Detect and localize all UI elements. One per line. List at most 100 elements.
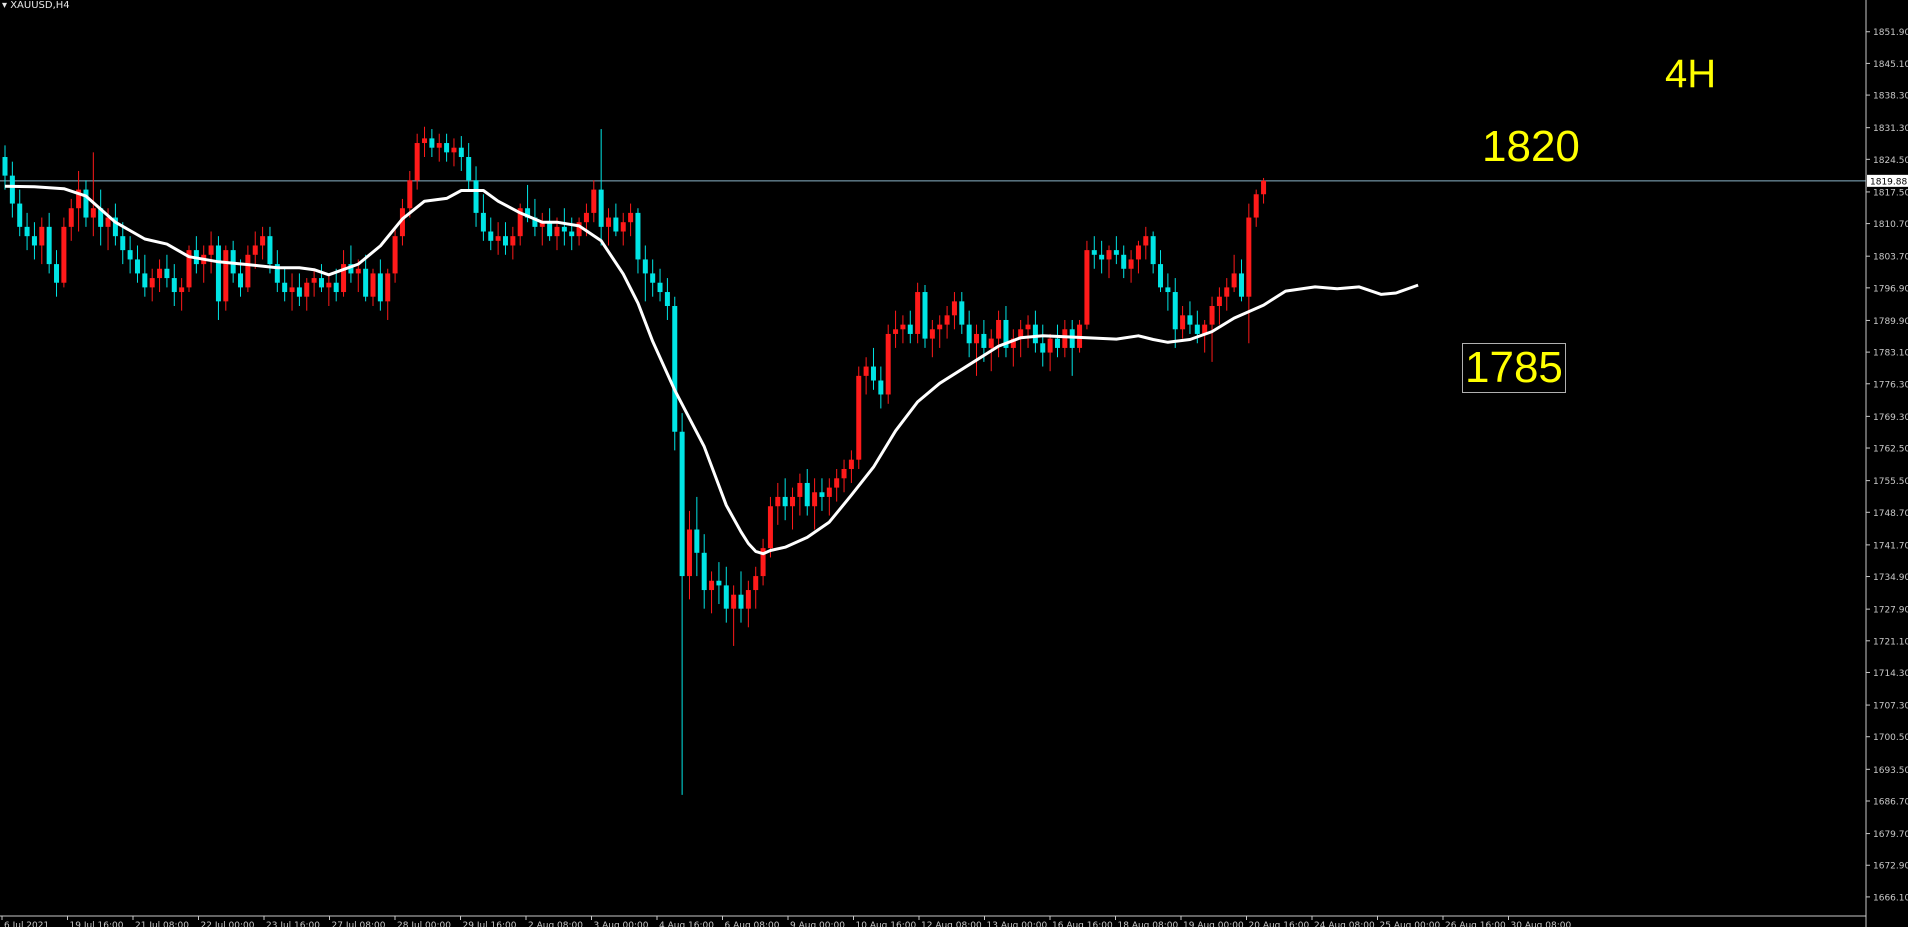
candle-body	[797, 482, 803, 497]
time-tick-label: 28 Jul 00:00	[397, 921, 451, 927]
candle	[819, 478, 825, 511]
price-tick-label: 1686.70	[1873, 797, 1908, 807]
candle-body	[1084, 250, 1090, 325]
candle	[252, 231, 258, 269]
candle-body	[171, 278, 177, 293]
candle-body	[1025, 324, 1031, 330]
candle-body	[414, 143, 420, 181]
candle-body	[112, 217, 118, 237]
candle-body	[583, 212, 589, 223]
time-tick-label: 30 Aug 08:00	[1511, 921, 1572, 927]
current-price-label: 1819.88	[1870, 177, 1907, 187]
candle-body	[120, 236, 126, 251]
candle-body	[1003, 319, 1009, 348]
candle	[1062, 319, 1068, 358]
candle	[304, 278, 310, 311]
candle	[915, 282, 921, 344]
price-tick-label: 1721.10	[1873, 637, 1908, 647]
candle-body	[495, 236, 501, 241]
candle	[451, 138, 457, 167]
candle-body	[598, 189, 604, 227]
candle-body	[569, 231, 575, 237]
candle-body	[951, 301, 957, 316]
candle-body	[186, 250, 192, 288]
price-tick-label: 1762.50	[1873, 445, 1908, 455]
symbol-label[interactable]: ▾ XAUUSD,H4	[2, 0, 70, 11]
candle-body	[863, 366, 869, 376]
candle-body	[591, 189, 597, 213]
candle-body	[9, 175, 15, 204]
candle-body	[878, 380, 884, 395]
candle-body	[841, 468, 847, 479]
candle-body	[296, 287, 302, 297]
moving-average-series	[4, 184, 1419, 556]
candle-body	[355, 268, 361, 274]
candle-body	[1165, 287, 1171, 293]
candle-body	[782, 496, 788, 507]
candle-body	[539, 222, 545, 227]
candle	[422, 126, 428, 158]
moving-average-line	[4, 184, 1419, 556]
time-tick-label: 20 Aug 16:00	[1249, 921, 1310, 927]
candle	[370, 268, 376, 307]
candle-body	[54, 264, 60, 283]
candle-body	[215, 245, 221, 302]
candle-body	[576, 222, 582, 237]
candle	[701, 534, 707, 609]
candle-body	[745, 590, 751, 609]
candle	[458, 136, 464, 171]
candle	[709, 571, 715, 614]
candle-body	[731, 594, 737, 609]
candle-body	[422, 138, 428, 144]
candle	[1231, 254, 1237, 293]
candle	[664, 278, 670, 320]
candle	[502, 222, 508, 255]
time-tick-label: 26 Aug 16:00	[1445, 921, 1506, 927]
candle	[289, 273, 295, 311]
candle-body	[885, 333, 891, 395]
candle	[782, 478, 788, 521]
time-tick-label: 10 Aug 16:00	[856, 921, 917, 927]
price-tick-label: 1700.50	[1873, 733, 1908, 743]
candle-body	[444, 143, 450, 153]
candle	[848, 450, 854, 483]
candle-body	[767, 506, 773, 549]
candle-body	[679, 431, 685, 577]
candle	[223, 245, 229, 311]
candle	[1216, 287, 1222, 325]
candlestick-series	[2, 126, 1267, 795]
candle	[723, 566, 729, 623]
time-axis[interactable]: 6 Jul 2021 19 Jul 16:00 21 Jul 08:00 22 Jul…	[0, 915, 1866, 927]
price-tick-label: 1824.50	[1873, 156, 1908, 166]
candle	[186, 245, 192, 293]
time-tick-label: 21 Jul 08:00	[135, 921, 189, 927]
candle	[672, 296, 678, 451]
candle	[377, 259, 383, 311]
price-tick-label: 1672.90	[1873, 862, 1908, 872]
candle	[760, 538, 766, 586]
candle	[17, 189, 23, 237]
candle-body	[502, 236, 508, 246]
candle	[1202, 319, 1208, 353]
candle-body	[1253, 194, 1259, 218]
candle	[657, 268, 663, 302]
candle-body	[318, 278, 324, 288]
price-tick-label: 1831.30	[1873, 124, 1908, 134]
candle	[127, 236, 133, 274]
candle	[569, 217, 575, 251]
candle	[628, 203, 634, 237]
candle	[245, 245, 251, 293]
candle	[591, 180, 597, 223]
candle	[745, 580, 751, 628]
price-tick-label: 1734.90	[1873, 573, 1908, 583]
candle	[635, 208, 641, 274]
candle	[1209, 296, 1215, 362]
candle	[863, 357, 869, 395]
candle	[650, 259, 656, 297]
candle-body	[1209, 306, 1215, 325]
candle	[613, 203, 619, 237]
candle	[679, 413, 685, 795]
price-axis[interactable]: 1851.90 1845.10 1838.30 1831.30 1824.50 1817.…	[1865, 0, 1908, 927]
candle	[112, 203, 118, 246]
